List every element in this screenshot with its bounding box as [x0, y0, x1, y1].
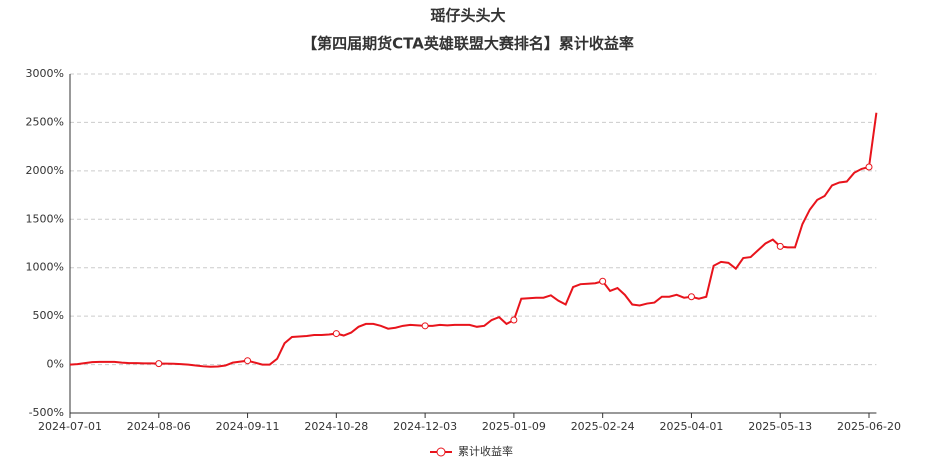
- legend-marker: [436, 447, 446, 457]
- y-tick-label: 2000%: [26, 164, 64, 177]
- point: [776, 242, 784, 250]
- y-tick-label: 1500%: [26, 212, 64, 225]
- point: [421, 322, 429, 330]
- point: [155, 360, 163, 368]
- x-tick-label: 2025-05-13: [748, 420, 812, 433]
- point: [244, 357, 252, 365]
- legend-label: 累计收益率: [458, 444, 513, 458]
- y-tick-label: 3000%: [26, 67, 64, 80]
- x-tick-label: 2024-12-03: [393, 420, 457, 433]
- y-tick-label: 1000%: [26, 261, 64, 274]
- point: [687, 293, 695, 301]
- x-tick-label: 2024-08-06: [127, 420, 191, 433]
- chart-subtitle: 【第四届期货CTA英雄联盟大赛排名】累计收益率: [302, 35, 634, 53]
- point: [865, 163, 873, 171]
- x-tick-label: 2024-09-11: [216, 420, 280, 433]
- point: [332, 330, 340, 338]
- x-tick-label: 2025-01-09: [482, 420, 546, 433]
- point: [510, 316, 518, 324]
- chart-title: 瑶仔头头大: [430, 7, 505, 25]
- point: [599, 277, 607, 285]
- y-tick-label: 500%: [33, 309, 64, 322]
- x-tick-label: 2024-10-28: [304, 420, 368, 433]
- x-tick-label: 2025-02-24: [571, 420, 635, 433]
- x-tick-label: 2025-04-01: [659, 420, 723, 433]
- y-tick-label: -500%: [29, 406, 64, 419]
- line: [69, 112, 878, 368]
- x-tick-label: 2024-07-01: [38, 420, 102, 433]
- y-tick-label: 2500%: [26, 115, 64, 128]
- x-tick-label: 2025-06-20: [837, 420, 901, 433]
- y-tick-label: 0%: [47, 358, 64, 371]
